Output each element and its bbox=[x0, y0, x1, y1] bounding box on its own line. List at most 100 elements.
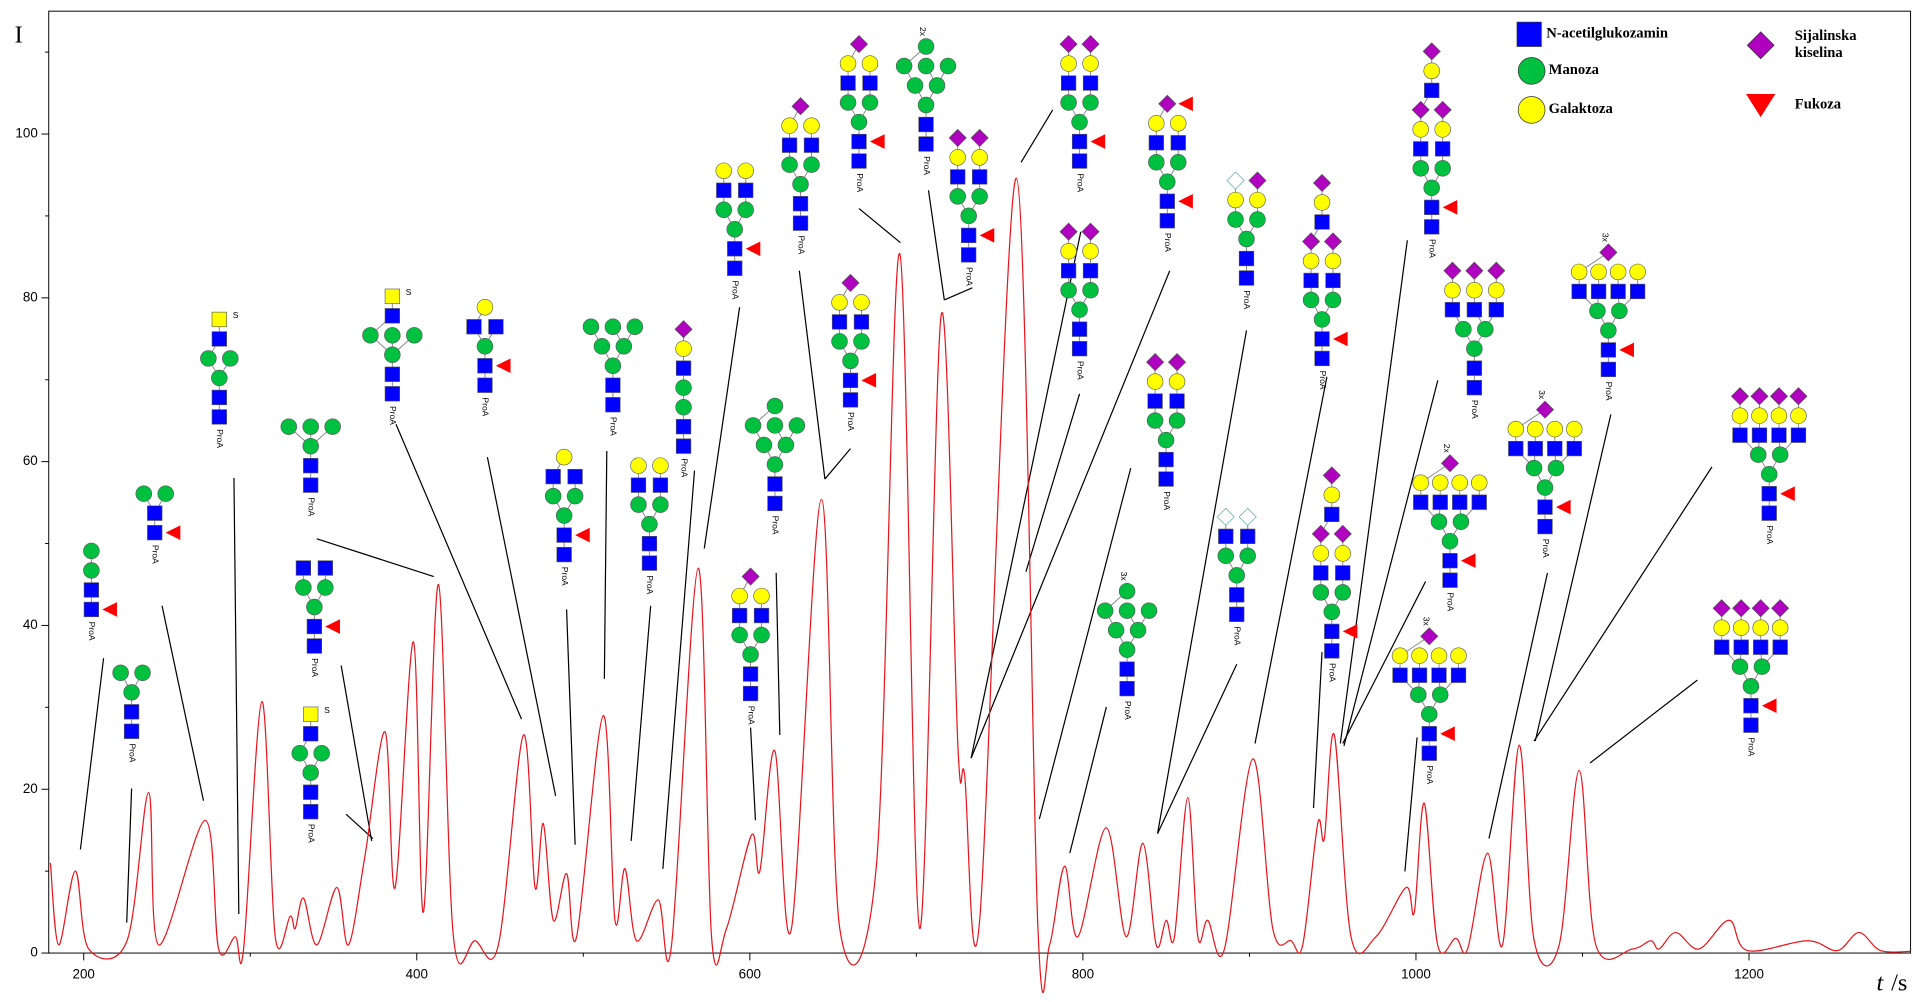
mannose-symbol bbox=[731, 626, 748, 644]
leader-line bbox=[630, 605, 652, 842]
mannose-symbol bbox=[917, 38, 935, 55]
mannose-symbol bbox=[1107, 621, 1125, 639]
mannose-symbol bbox=[1731, 658, 1749, 675]
sialic-symbol bbox=[1769, 387, 1789, 406]
x-tick-label: 400 bbox=[406, 967, 428, 982]
galactose-symbol bbox=[1060, 55, 1077, 72]
mannose-symbol bbox=[1060, 94, 1077, 111]
glycan-tag: ProA bbox=[127, 743, 137, 762]
glycan-tag: ProA bbox=[1427, 239, 1437, 258]
glycan: ProA bbox=[135, 485, 181, 564]
galactose-symbol bbox=[1324, 252, 1342, 270]
glcnac-symbol bbox=[477, 377, 493, 393]
glcnac-symbol bbox=[767, 476, 783, 492]
mannose-symbol bbox=[582, 318, 600, 335]
glcnac-symbol bbox=[1761, 505, 1777, 521]
glcnac-symbol bbox=[1714, 639, 1730, 655]
multiplier-tag: 3x bbox=[1537, 390, 1547, 400]
mannose-symbol bbox=[1323, 603, 1341, 621]
galactose-symbol bbox=[1507, 420, 1525, 438]
glycan-tag: ProA bbox=[730, 280, 740, 299]
glycan: ProA bbox=[781, 97, 820, 255]
mannose-symbol bbox=[1466, 340, 1483, 357]
glcnac-symbol bbox=[1591, 283, 1607, 300]
mannose-symbol bbox=[302, 437, 319, 455]
leader-line bbox=[927, 190, 945, 301]
glcnac-symbol bbox=[1170, 135, 1186, 151]
sialic-symbol bbox=[1433, 100, 1452, 119]
glcnac-symbol bbox=[384, 386, 400, 402]
leader-line bbox=[1069, 706, 1107, 854]
glcnac-symbol bbox=[1527, 440, 1543, 457]
y-axis-label: I bbox=[15, 21, 23, 48]
glycan: ProA S bbox=[200, 310, 239, 448]
mannose-symbol bbox=[1238, 230, 1255, 248]
mannose-symbol bbox=[157, 485, 174, 502]
glycan-tag: ProA bbox=[1541, 539, 1551, 558]
fucose-symbol bbox=[745, 241, 761, 257]
multiplier-tag: 3x bbox=[1119, 572, 1129, 582]
galactose-symbol bbox=[476, 299, 494, 316]
sialic-symbol bbox=[1465, 261, 1484, 280]
glycan-tag: ProA bbox=[1232, 627, 1242, 646]
mannose-symbol bbox=[544, 487, 562, 505]
glcnac-symbol bbox=[831, 314, 848, 330]
glcnac-symbol bbox=[1060, 263, 1077, 279]
leader-line bbox=[1589, 679, 1698, 764]
glcnac-symbol bbox=[303, 784, 319, 800]
galactose-symbol bbox=[1752, 619, 1769, 636]
glycan: ProA bbox=[1226, 171, 1267, 309]
glcnac-symbol bbox=[567, 469, 583, 485]
glcnac-symbol bbox=[1082, 75, 1099, 91]
sialic-symbol bbox=[1750, 387, 1769, 406]
glcnac-symbol bbox=[652, 477, 669, 493]
mannose-symbol bbox=[604, 357, 622, 374]
sialic-symbol bbox=[1411, 100, 1430, 119]
mannose-symbol bbox=[302, 764, 319, 781]
sialic-symbol bbox=[1248, 171, 1267, 190]
leader-line bbox=[824, 448, 851, 480]
glcnac-symbol bbox=[1324, 506, 1340, 523]
galactose-symbol bbox=[1444, 281, 1461, 299]
galactose-symbol bbox=[1629, 263, 1646, 281]
glcnac-symbol bbox=[1324, 623, 1340, 639]
mannose-symbol bbox=[1600, 322, 1617, 339]
mannose-symbol bbox=[313, 744, 330, 762]
legend-label: Sijalinska bbox=[1795, 28, 1857, 44]
glycan: ProA bbox=[1148, 94, 1193, 252]
mannose-symbol bbox=[615, 338, 633, 355]
fucose-symbol bbox=[495, 358, 511, 374]
glycan: ProA bbox=[466, 299, 511, 417]
fucose-symbol bbox=[325, 619, 340, 634]
glcnac-symbol bbox=[1229, 606, 1245, 622]
galactose-symbol bbox=[1732, 619, 1750, 636]
glycan: ProA bbox=[674, 320, 693, 478]
glycan-tag: ProA bbox=[855, 173, 865, 192]
glcnac-symbol bbox=[306, 618, 322, 635]
galactose-symbol bbox=[675, 340, 692, 357]
glcnac-symbol bbox=[303, 458, 319, 474]
glcnac-symbol bbox=[477, 358, 493, 374]
glcnac-symbol bbox=[545, 469, 561, 485]
mannose-symbol bbox=[1771, 446, 1789, 463]
leader-line bbox=[1488, 572, 1549, 839]
sialic-symbol bbox=[1333, 524, 1352, 543]
galnac-symbol bbox=[303, 706, 319, 722]
mannose-symbol bbox=[917, 57, 935, 75]
mannose-symbol bbox=[755, 436, 773, 454]
glcnac-symbol bbox=[384, 308, 400, 324]
glcnac-symbol bbox=[1411, 667, 1428, 683]
glycan-tag: ProA bbox=[771, 516, 781, 535]
galactose-symbol bbox=[1168, 373, 1186, 390]
glcnac-symbol bbox=[147, 525, 163, 541]
glcnac-symbol bbox=[641, 555, 658, 571]
glcnac-symbol bbox=[1600, 361, 1616, 378]
galactose-symbol bbox=[853, 294, 870, 311]
glcnac-symbol bbox=[1790, 427, 1807, 443]
galactose-symbol bbox=[1249, 191, 1266, 209]
galactose-symbol bbox=[1391, 647, 1409, 664]
sialic-symbol bbox=[1146, 353, 1165, 372]
glcnac-symbol bbox=[950, 169, 966, 185]
galactose-symbol bbox=[1713, 619, 1730, 636]
leader-line bbox=[603, 451, 608, 679]
